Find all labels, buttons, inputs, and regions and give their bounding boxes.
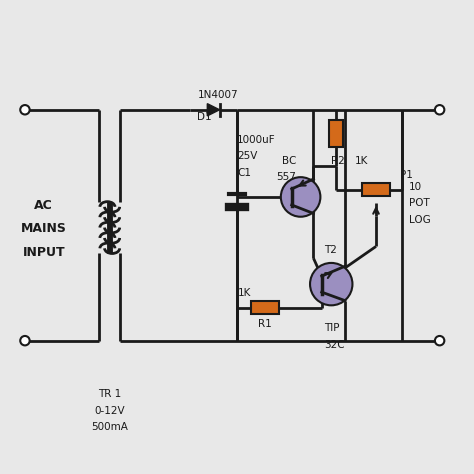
Text: D1: D1 — [197, 112, 211, 122]
Circle shape — [310, 263, 353, 305]
Text: POT: POT — [409, 199, 430, 209]
Text: 1K: 1K — [355, 156, 368, 166]
Circle shape — [281, 177, 320, 217]
Text: 500mA: 500mA — [91, 422, 128, 432]
Text: 32C: 32C — [324, 340, 345, 350]
Text: 1000uF: 1000uF — [237, 135, 275, 145]
Circle shape — [435, 336, 444, 346]
Bar — [329, 119, 343, 147]
Text: P1: P1 — [400, 170, 412, 180]
Text: R1: R1 — [258, 319, 272, 328]
Text: T2: T2 — [324, 246, 337, 255]
Text: 1N4007: 1N4007 — [198, 90, 238, 100]
Text: C1: C1 — [237, 168, 251, 178]
Bar — [362, 183, 390, 197]
Text: MAINS: MAINS — [21, 222, 67, 235]
Text: TR 1: TR 1 — [98, 389, 121, 399]
Text: 557: 557 — [276, 173, 296, 182]
Text: AC: AC — [35, 199, 53, 212]
Text: LOG: LOG — [409, 215, 431, 225]
Text: BC: BC — [282, 156, 296, 166]
Text: TIP: TIP — [324, 323, 340, 333]
Text: 1K: 1K — [237, 288, 251, 298]
Bar — [251, 301, 279, 314]
Circle shape — [435, 105, 444, 115]
Text: 0-12V: 0-12V — [94, 406, 125, 416]
Text: INPUT: INPUT — [22, 246, 65, 259]
Polygon shape — [207, 104, 219, 116]
Text: R2: R2 — [331, 156, 345, 166]
Text: 10: 10 — [409, 182, 422, 192]
Text: T1: T1 — [287, 203, 300, 213]
Circle shape — [20, 105, 30, 115]
Text: 25V: 25V — [237, 151, 257, 161]
Circle shape — [20, 336, 30, 346]
